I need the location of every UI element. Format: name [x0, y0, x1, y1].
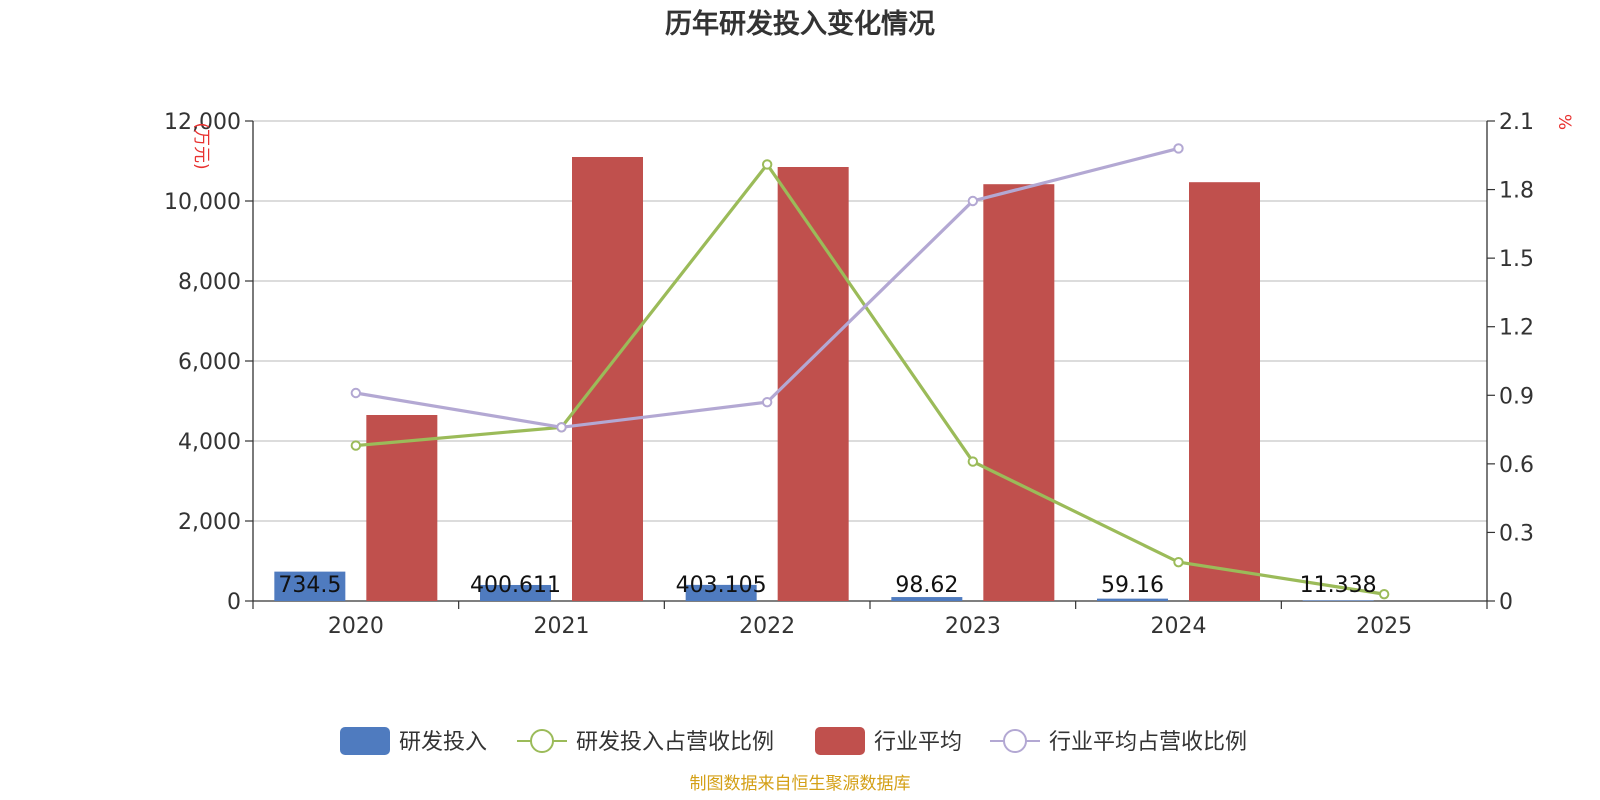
x-axis-label: 2020 — [328, 614, 384, 639]
industry-ratio-point[interactable] — [1173, 143, 1184, 154]
bar-labels: 734.5 400.611 403.105 98.62 59.16 11.338 — [278, 573, 1376, 598]
left-axis-tick-label: 2,000 — [178, 510, 241, 535]
x-axis-label: 2024 — [1151, 614, 1207, 639]
right-axis-tick-label: 0.6 — [1499, 453, 1534, 478]
right-axis-unit: % — [1554, 114, 1574, 130]
right-axis-tick-label: 1.2 — [1499, 316, 1534, 341]
x-axis-label: 2023 — [945, 614, 1001, 639]
industry-average-bar[interactable] — [777, 167, 849, 601]
right-axis-tick-label: 0 — [1499, 590, 1513, 615]
x-axis-label: 2021 — [534, 614, 590, 639]
industry-average-bar[interactable] — [366, 415, 438, 601]
rd-investment-bar-label: 734.5 — [278, 573, 341, 598]
lines — [350, 143, 1390, 600]
rd-investment-bar[interactable] — [480, 584, 551, 601]
x-axis-label: 2025 — [1356, 614, 1412, 639]
rd-ratio-point[interactable] — [1378, 588, 1390, 600]
rd-investment-bar-label: 59.16 — [1101, 573, 1164, 598]
right-axis-tick-label: 0.9 — [1499, 384, 1534, 409]
left-axis-tick-label: 0 — [227, 590, 241, 615]
legend-industry-ratio-swatch-marker[interactable] — [1003, 729, 1027, 753]
left-axis-tick-label: 4,000 — [178, 430, 241, 455]
right-axis-tick-label: 1.5 — [1499, 247, 1534, 272]
gridlines — [253, 120, 1487, 522]
rd-investment-bar-label: 11.338 — [1300, 573, 1377, 598]
axes: 0 2,000 4,000 6,000 8,000 10,000 12,000 0 0.3 0.6… — [164, 110, 1534, 639]
industry-average-bar[interactable] — [572, 157, 643, 601]
right-axis-tick-label: 0.3 — [1499, 521, 1534, 546]
left-axis-tick-label: 10,000 — [164, 190, 241, 215]
rd-ratio-point[interactable] — [967, 456, 979, 467]
left-axis-tick-label: 8,000 — [178, 270, 241, 295]
rd-investment-bar-label: 403.105 — [676, 573, 767, 598]
chart-title: 历年研发投入变化情况 — [665, 8, 935, 40]
rd-ratio-point[interactable] — [761, 159, 773, 170]
industry-average-bar[interactable] — [983, 184, 1055, 601]
rd-investment-bar-label: 400.611 — [470, 573, 561, 598]
industry-ratio-point[interactable] — [761, 396, 773, 408]
right-axis-tick-label: 1.8 — [1499, 179, 1534, 204]
rd-investment-bar[interactable] — [891, 597, 963, 601]
rd-ratio-point[interactable] — [350, 440, 362, 451]
legend-industry-ratio-label[interactable]: 行业平均占营收比例 — [1049, 730, 1247, 755]
rd-ratio-point[interactable] — [1173, 556, 1184, 568]
rd-investment-bar[interactable] — [274, 571, 346, 601]
industry-ratio-point[interactable] — [556, 422, 567, 433]
industry-ratio-line — [355, 146, 1179, 429]
rd-investment-bar[interactable] — [1097, 598, 1168, 601]
rd-investment-bar-label: 98.62 — [895, 573, 958, 598]
rd-ratio-line — [355, 161, 1385, 596]
industry-ratio-point[interactable] — [350, 387, 362, 399]
rd-investment-bar[interactable] — [1302, 600, 1374, 601]
x-axis-label: 2022 — [739, 614, 795, 639]
legend-rd-investment-swatch[interactable] — [340, 727, 390, 755]
source-note: 制图数据来自恒生聚源数据库 — [690, 774, 911, 794]
legend-industry-average-swatch[interactable] — [815, 727, 865, 755]
industry-average-bar[interactable] — [1189, 182, 1260, 601]
legend-rd-ratio-label[interactable]: 研发投入占营收比例 — [576, 730, 774, 755]
left-axis-unit: (万元) — [191, 122, 211, 169]
legend[interactable]: 研发投入 研发投入占营收比例 行业平均 行业平均占营收比例 — [340, 727, 1247, 755]
legend-rd-ratio-swatch-marker[interactable] — [530, 729, 554, 753]
bars — [274, 157, 1374, 601]
legend-rd-investment-label[interactable]: 研发投入 — [399, 730, 487, 755]
legend-industry-average-label[interactable]: 行业平均 — [874, 730, 962, 755]
industry-ratio-point[interactable] — [967, 195, 979, 207]
left-axis-tick-label: 6,000 — [178, 350, 241, 375]
left-axis-tick-label: 12,000 — [164, 110, 241, 135]
right-axis-tick-label: 2.1 — [1499, 110, 1534, 135]
rd-investment-bar[interactable] — [685, 584, 757, 601]
